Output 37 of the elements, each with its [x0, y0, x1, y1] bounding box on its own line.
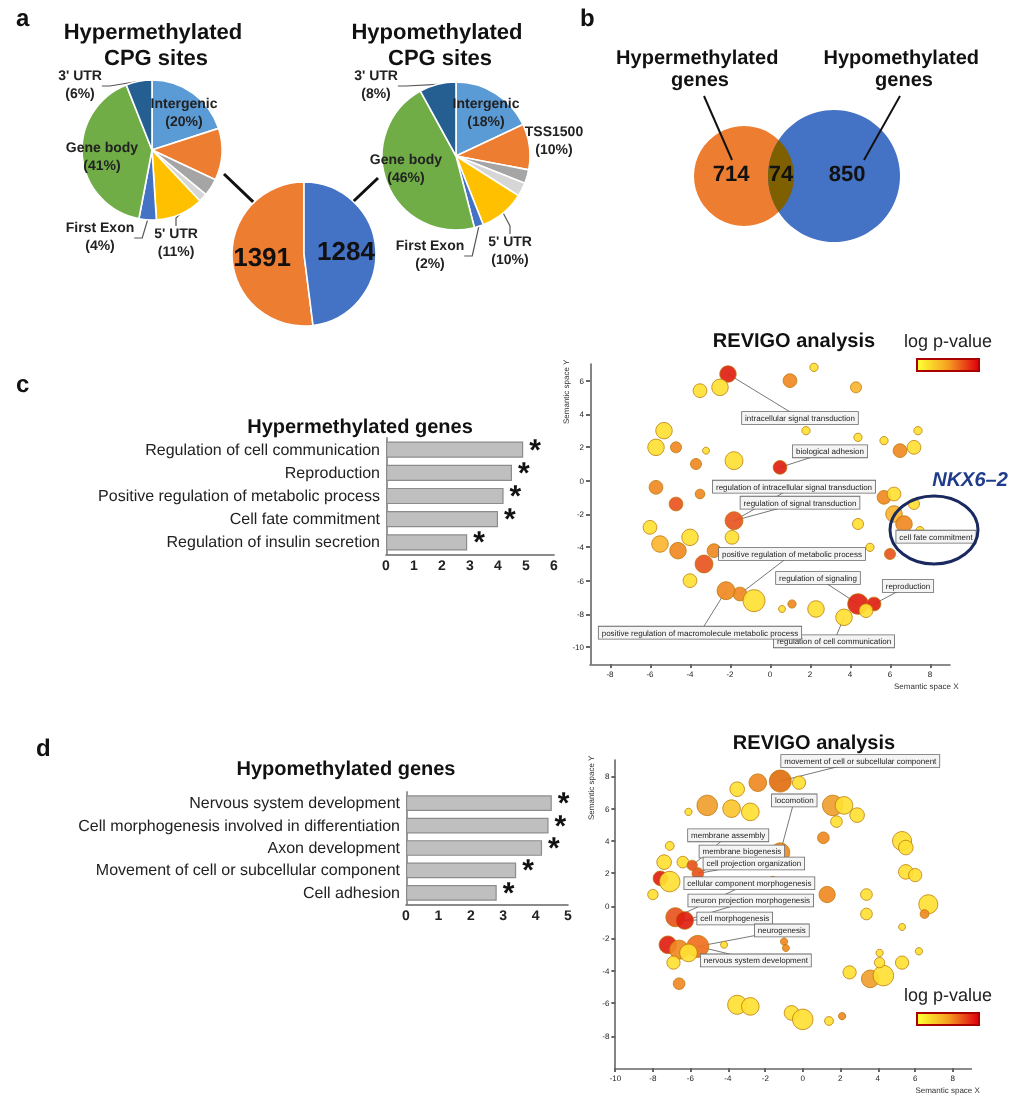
- y-tick-label: Axon development: [267, 839, 402, 857]
- y-tick-label: Nervous system development: [189, 794, 402, 813]
- color-bar-title: log p-value: [903, 331, 993, 351]
- chart-title: Hypomethylated genes: [236, 759, 457, 781]
- data-label: 850: [828, 163, 866, 187]
- data-label: 1391: [233, 241, 291, 272]
- y-tick-label: Reproduction: [284, 463, 380, 482]
- annotation: NKX6–2: [932, 469, 1009, 492]
- annotation: *: [504, 503, 516, 538]
- category-label: Hypermethylated genes: [616, 48, 784, 92]
- color-bar-title: log p-value: [903, 985, 993, 1005]
- y-tick-label: Regulation of cell communication: [145, 440, 380, 459]
- data-label: 74: [768, 163, 795, 187]
- y-tick-label: Cell morphogenesis involved in differentiation: [78, 816, 400, 835]
- y-tick-label: Movement of cell or subcellular component: [95, 861, 402, 880]
- y-tick-label: Positive regulation of metabolic process: [98, 487, 380, 505]
- data-label: 714: [712, 163, 752, 187]
- text: b: [580, 4, 595, 32]
- category-label: Hypomethylated genes: [823, 48, 985, 92]
- text: d: [36, 734, 51, 762]
- annotation: *: [518, 456, 530, 491]
- y-tick-label: Cell adhesion: [303, 883, 400, 902]
- y-tick-label: Cell fate commitment: [229, 510, 382, 529]
- annotation: *: [522, 854, 535, 889]
- chart-title: Hypermethylated genes: [247, 417, 474, 439]
- annotation: *: [473, 526, 486, 561]
- text: a: [16, 4, 30, 32]
- data-label: 1284: [317, 236, 377, 267]
- annotation: *: [529, 433, 542, 468]
- annotation: *: [548, 832, 561, 866]
- chart-title: Hypomethylated CPG sites: [351, 21, 529, 71]
- annotation: *: [502, 876, 515, 911]
- chart-title: REVIGO analysis: [732, 733, 897, 755]
- y-tick-label: Regulation of insulin secretion: [166, 533, 380, 552]
- chart-title: REVIGO analysis: [712, 331, 877, 353]
- text: c: [16, 370, 30, 398]
- chart-title: Hypermethylated CPG sites: [63, 21, 249, 71]
